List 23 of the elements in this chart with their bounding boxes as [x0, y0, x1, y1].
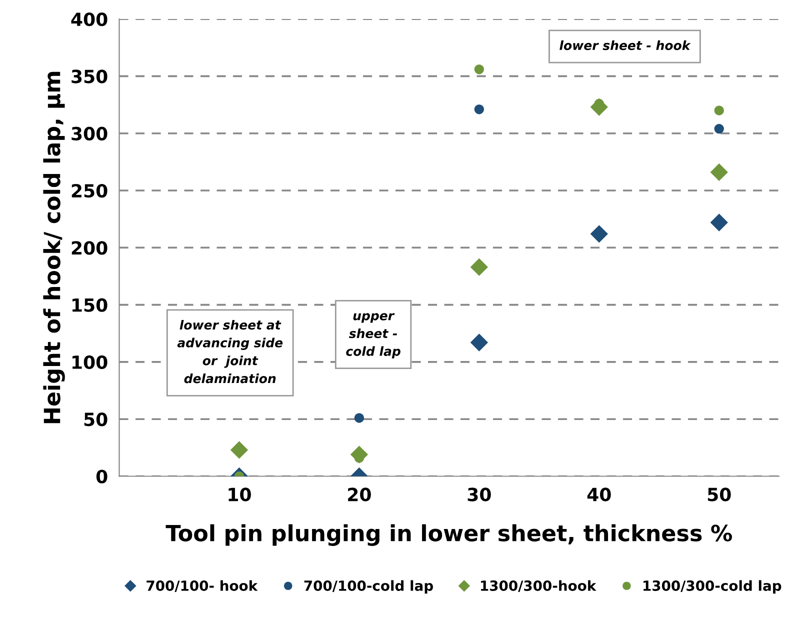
annotation: upper sheet - cold lap: [346, 313, 400, 358]
y-axis-title: Height of hook/ cold lap, µm: [43, 72, 65, 424]
x-tick-label: 20: [348, 488, 371, 502]
x-tick-label: 30: [468, 488, 491, 502]
x-tick-label: 10: [228, 488, 251, 502]
legend-label: 1300/300-cold lap: [644, 580, 782, 594]
y-tick-label: 100: [72, 355, 108, 370]
legend-label: 700/100-cold lap: [304, 580, 433, 594]
y-tick-label: 350: [72, 70, 108, 84]
y-tick-label: 150: [72, 298, 108, 312]
y-tick-label: 250: [72, 184, 108, 198]
legend-label: 700/100- hook: [146, 580, 258, 592]
y-tick-label: 200: [72, 241, 108, 255]
x-tick-label: 50: [708, 488, 731, 502]
y-tick-label: 400: [71, 12, 108, 26]
y-tick-label: 300: [72, 126, 108, 140]
legend-label: 1300/300-hook: [480, 580, 596, 592]
y-tick-label: 0: [96, 470, 108, 484]
annotation: lower sheet at advancing side or joint delamination: [177, 320, 283, 384]
annotation: lower sheet - hook: [560, 40, 691, 50]
y-tick-label: 50: [84, 412, 108, 426]
x-tick-label: 40: [587, 488, 611, 502]
x-axis-title: Tool pin plunging in lower sheet, thickness %: [166, 524, 732, 546]
